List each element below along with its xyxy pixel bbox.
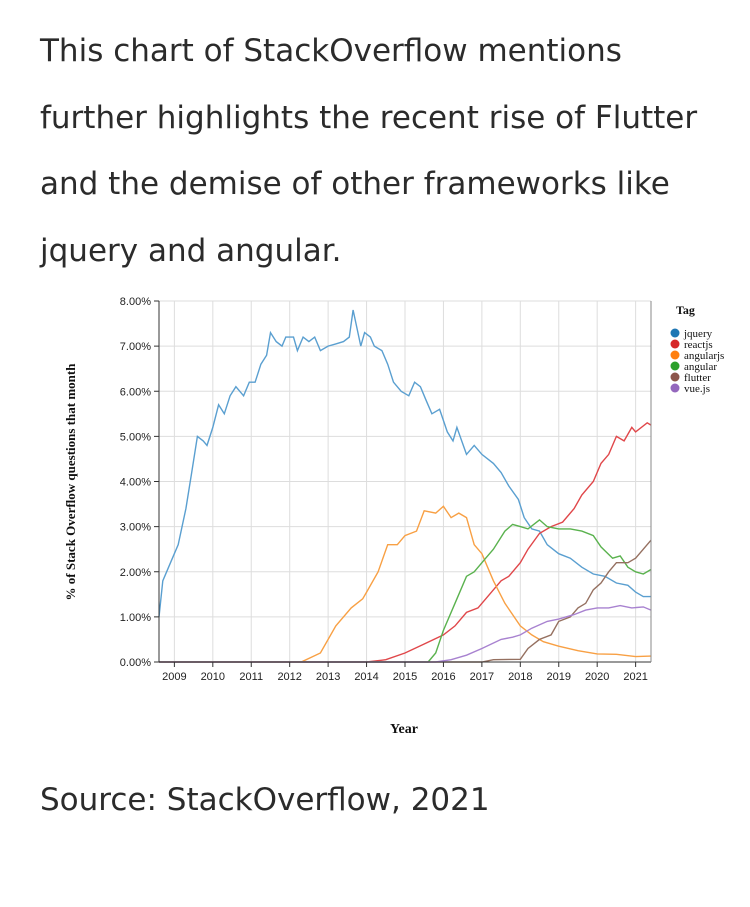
legend-swatch-angular — [670, 361, 680, 371]
x-tick-label: 2009 — [162, 671, 186, 683]
legend-label: flutter — [684, 372, 711, 384]
legend-label: reactjs — [684, 339, 713, 351]
x-tick-label: 2019 — [547, 671, 571, 683]
x-tick-label: 2015 — [393, 671, 417, 683]
legend-swatch-angularjs — [670, 350, 680, 360]
legend: Tag jqueryreactjsangularjsangularflutter… — [670, 303, 724, 395]
x-axis-label: Year — [390, 722, 418, 737]
legend-label: jquery — [683, 328, 713, 340]
x-tick-label: 2013 — [316, 671, 340, 683]
x-tick-label: 2021 — [623, 671, 647, 683]
legend-swatch-vue-js — [670, 383, 680, 393]
x-tick-label: 2016 — [431, 671, 455, 683]
y-tick-label: 1.00% — [120, 612, 151, 624]
y-tick-label: 6.00% — [120, 386, 151, 398]
legend-label: vue.js — [684, 383, 710, 395]
x-tick-label: 2012 — [277, 671, 301, 683]
y-tick-label: 5.00% — [120, 431, 151, 443]
x-tick-label: 2014 — [354, 671, 378, 683]
legend-swatch-reactjs — [670, 339, 680, 349]
axes: 0.00% 1.00% 2.00% 3.00% 4.00% 5.00% 6.00% 7.00%… — [120, 296, 652, 683]
y-tick-label: 0.00% — [120, 657, 151, 669]
y-axis-label: % of Stack Overflow questions that month — [63, 363, 78, 601]
gridlines — [159, 300, 651, 663]
x-tick-label: 2020 — [585, 671, 609, 683]
legend-label: angular — [684, 361, 717, 373]
legend-swatch-jquery — [670, 328, 680, 338]
series-line-flutter — [159, 539, 652, 663]
legend-swatch-flutter — [670, 372, 680, 382]
x-tick-label: 2017 — [470, 671, 494, 683]
series-line-angularjs — [159, 505, 652, 663]
source-caption: Source: StackOverflow, 2021 — [40, 782, 490, 818]
series-line-jquery — [158, 309, 651, 617]
series-line-angular — [159, 518, 652, 663]
legend-title: Tag — [676, 303, 695, 317]
y-tick-label: 2.00% — [120, 567, 151, 579]
series-lines — [158, 309, 652, 663]
series-line-reactjs — [159, 421, 652, 663]
y-tick-label: 7.00% — [120, 341, 151, 353]
series-line-vue-js — [159, 604, 652, 663]
x-tick-label: 2018 — [508, 671, 532, 683]
intro-paragraph: This chart of StackOverflow mentions fur… — [40, 33, 698, 269]
y-tick-label: 8.00% — [120, 296, 151, 308]
legend-label: angularjs — [684, 350, 724, 362]
y-tick-label: 4.00% — [120, 477, 151, 489]
y-tick-label: 3.00% — [120, 522, 151, 534]
x-tick-label: 2010 — [201, 671, 225, 683]
x-tick-label: 2011 — [239, 671, 263, 683]
